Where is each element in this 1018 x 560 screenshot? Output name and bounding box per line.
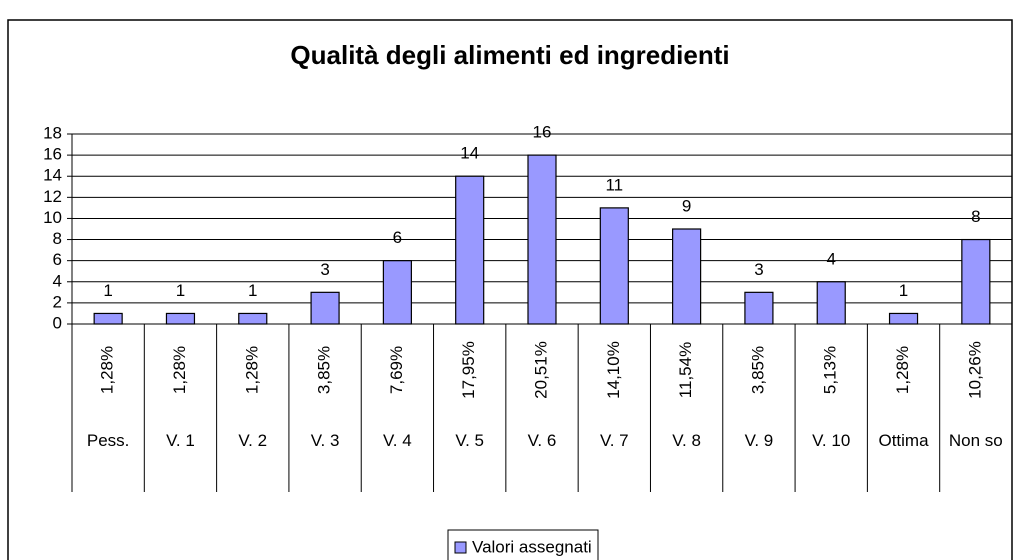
bar [455,175,485,325]
data-label: 3 [320,260,329,279]
x-tick-label: V. 6 [527,431,557,450]
percent-label: 1,28% [170,346,189,394]
x-tick-label: V. 9 [744,431,774,450]
y-tick-label: 6 [53,250,62,269]
percent-label: 1,28% [98,346,117,394]
chart-frame [7,19,1013,560]
data-label: 8 [971,207,980,226]
data-label: 6 [393,228,402,247]
bar [93,312,123,325]
percent-label: 3,85% [748,346,767,394]
percent-label: 7,69% [387,346,406,394]
percent-label: 14,10% [604,341,623,399]
y-tick-label: 8 [53,229,62,248]
data-label: 11 [605,175,623,194]
percent-label: 17,95% [459,341,478,399]
bar [527,154,557,325]
bar [382,260,412,325]
y-tick-label: 16 [43,145,62,164]
data-label: 1 [899,281,908,300]
data-label: 14 [460,144,479,163]
x-tick-label: V. 4 [383,431,412,450]
data-label: 1 [103,281,112,300]
y-tick-label: 18 [43,123,62,142]
bar [961,238,991,325]
x-tick-label: V. 8 [672,431,701,450]
data-label: 4 [826,249,835,268]
y-tick-label: 2 [53,292,62,311]
percent-label: 20,51% [531,341,550,399]
bar [599,207,629,325]
y-tick-label: 14 [43,166,62,185]
percent-label: 1,28% [893,346,912,394]
data-label: 16 [533,123,552,142]
x-tick-label: Non so [948,431,1003,450]
percent-label: 5,13% [821,346,840,394]
data-label: 1 [248,281,257,300]
percent-label: 11,54% [676,342,695,398]
legend-box [447,529,599,560]
data-label: 9 [682,196,691,215]
bar [672,228,702,325]
data-label: 1 [176,281,185,300]
chart-title: Qualità degli alimenti ed ingredienti [290,40,729,70]
bar [816,281,846,325]
bar [744,291,774,325]
percent-label: 3,85% [315,346,334,394]
x-tick-label: Pess. [86,431,130,450]
x-tick-label: V. 1 [166,431,195,450]
legend-label: Valori assegnati [472,537,592,556]
x-tick-label: V. 10 [812,431,851,450]
x-tick-label: V. 2 [238,431,268,450]
bar [888,312,919,325]
y-tick-label: 0 [53,313,62,332]
x-tick-label: V. 5 [455,431,485,450]
x-tick-label: Ottima [878,431,929,450]
bar [165,312,196,325]
x-tick-label: V. 7 [599,431,629,450]
x-tick-label: V. 3 [310,431,340,450]
y-tick-label: 12 [43,187,62,206]
legend-swatch [454,541,467,554]
y-tick-label: 4 [53,271,62,290]
y-tick-label: 10 [43,208,62,227]
bar [310,291,340,325]
data-label: 3 [754,260,763,279]
percent-label: 1,28% [242,346,261,394]
percent-label: 10,26% [965,341,984,399]
bar [238,312,268,325]
